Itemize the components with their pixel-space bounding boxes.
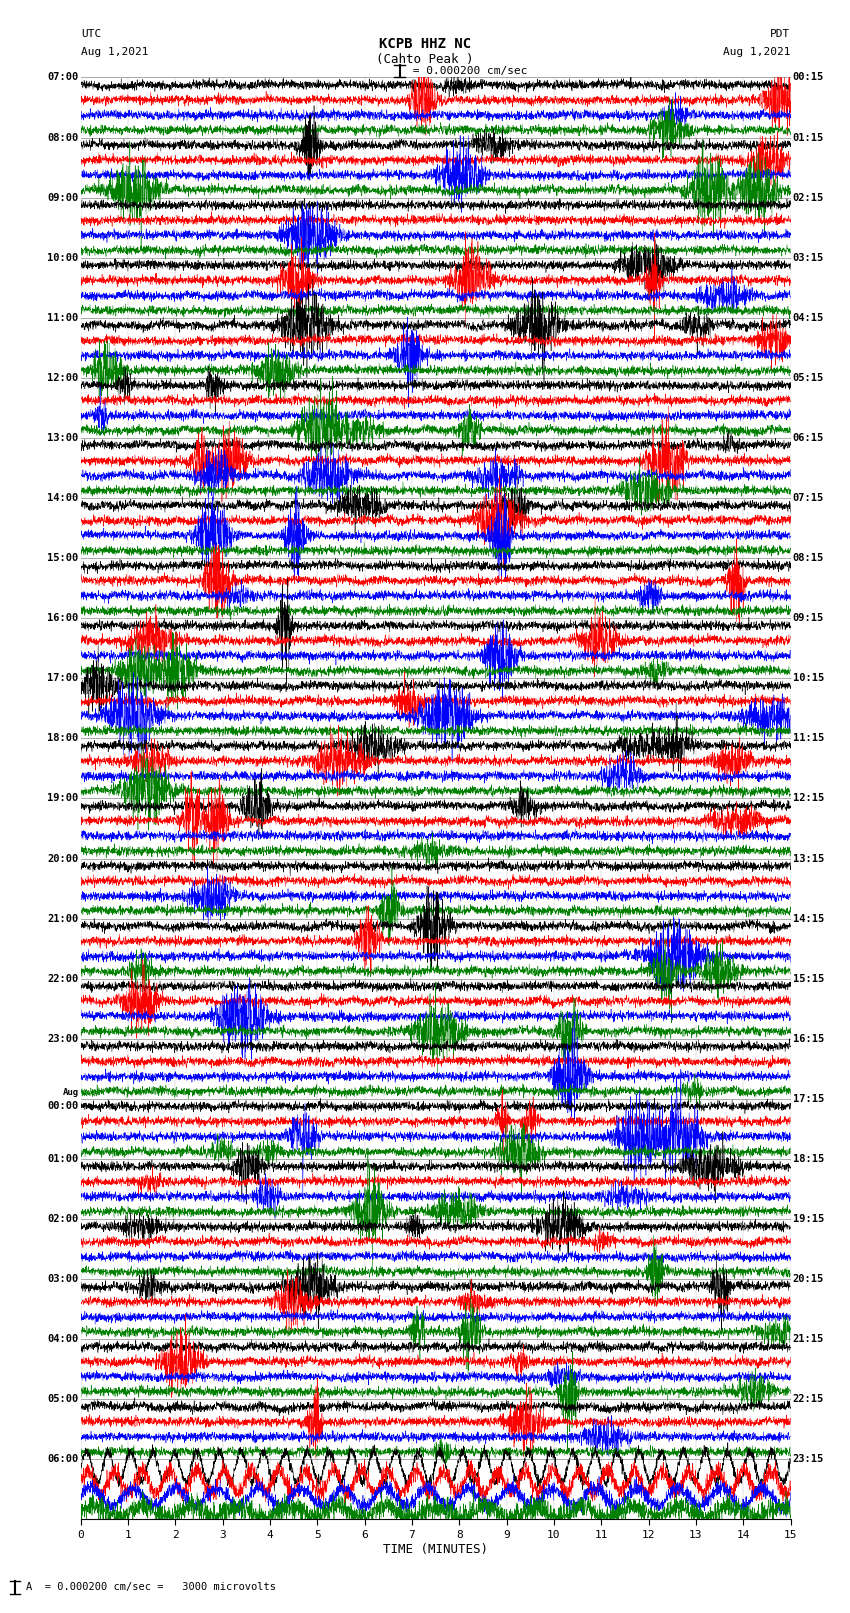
Text: 02:15: 02:15 [793,192,824,203]
Text: 06:15: 06:15 [793,432,824,444]
Text: 01:15: 01:15 [793,132,824,142]
Text: 09:00: 09:00 [48,192,78,203]
Text: 13:15: 13:15 [793,853,824,863]
Text: 20:00: 20:00 [48,853,78,863]
Text: 11:00: 11:00 [48,313,78,323]
Text: PDT: PDT [770,29,790,39]
Text: (Cahto Peak ): (Cahto Peak ) [377,53,473,66]
Text: 23:00: 23:00 [48,1034,78,1044]
Text: Aug 1,2021: Aug 1,2021 [81,47,148,56]
Text: 01:00: 01:00 [48,1153,78,1165]
X-axis label: TIME (MINUTES): TIME (MINUTES) [383,1542,488,1555]
Text: 00:15: 00:15 [793,73,824,82]
Text: Aug: Aug [63,1087,78,1097]
Text: 15:00: 15:00 [48,553,78,563]
Text: 23:15: 23:15 [793,1455,824,1465]
Text: A  = 0.000200 cm/sec =   3000 microvolts: A = 0.000200 cm/sec = 3000 microvolts [26,1582,275,1592]
Text: 04:15: 04:15 [793,313,824,323]
Text: 21:15: 21:15 [793,1334,824,1344]
Text: 05:00: 05:00 [48,1394,78,1405]
Text: 17:15: 17:15 [793,1094,824,1103]
Text: 16:15: 16:15 [793,1034,824,1044]
Text: 09:15: 09:15 [793,613,824,623]
Text: KCPB HHZ NC: KCPB HHZ NC [379,37,471,52]
Text: 03:00: 03:00 [48,1274,78,1284]
Text: 15:15: 15:15 [793,974,824,984]
Text: 21:00: 21:00 [48,913,78,924]
Text: = 0.000200 cm/sec: = 0.000200 cm/sec [406,66,528,76]
Text: 04:00: 04:00 [48,1334,78,1344]
Text: Aug 1,2021: Aug 1,2021 [723,47,791,56]
Text: 07:00: 07:00 [48,73,78,82]
Text: 12:00: 12:00 [48,373,78,382]
Text: 19:15: 19:15 [793,1215,824,1224]
Text: 18:00: 18:00 [48,734,78,744]
Text: 22:00: 22:00 [48,974,78,984]
Text: 12:15: 12:15 [793,794,824,803]
Text: UTC: UTC [81,29,101,39]
Text: 02:00: 02:00 [48,1215,78,1224]
Text: 00:00: 00:00 [48,1102,78,1111]
Text: 16:00: 16:00 [48,613,78,623]
Text: 20:15: 20:15 [793,1274,824,1284]
Text: 14:00: 14:00 [48,494,78,503]
Text: 07:15: 07:15 [793,494,824,503]
Text: 10:00: 10:00 [48,253,78,263]
Text: 22:15: 22:15 [793,1394,824,1405]
Text: 05:15: 05:15 [793,373,824,382]
Text: 08:00: 08:00 [48,132,78,142]
Text: 10:15: 10:15 [793,673,824,684]
Text: 06:00: 06:00 [48,1455,78,1465]
Text: 17:00: 17:00 [48,673,78,684]
Text: 19:00: 19:00 [48,794,78,803]
Text: 08:15: 08:15 [793,553,824,563]
Text: 03:15: 03:15 [793,253,824,263]
Text: 13:00: 13:00 [48,432,78,444]
Text: 14:15: 14:15 [793,913,824,924]
Text: 18:15: 18:15 [793,1153,824,1165]
Text: 11:15: 11:15 [793,734,824,744]
